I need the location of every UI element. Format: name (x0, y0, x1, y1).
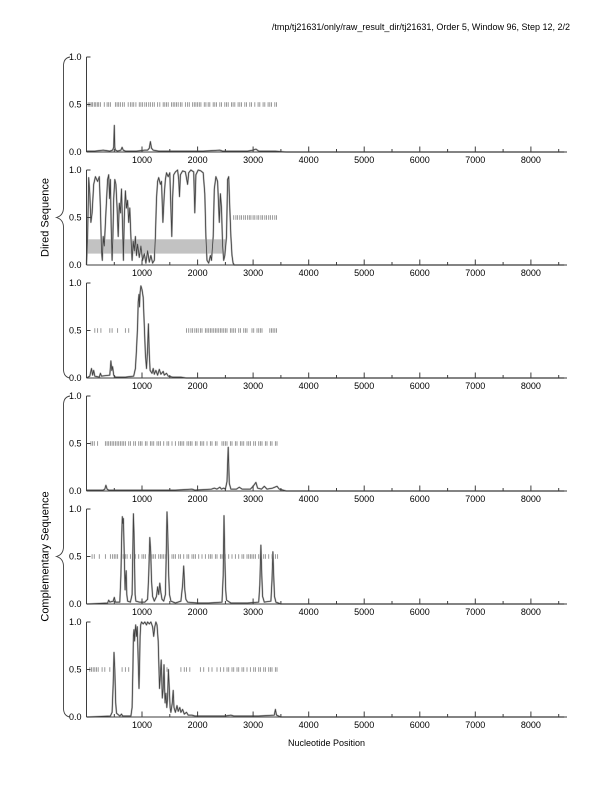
x-tick-label: 2000 (188, 720, 208, 730)
x-tick-label: 1000 (132, 720, 152, 730)
curve-halo (86, 446, 565, 492)
curve (86, 446, 565, 492)
x-tick-label: 6000 (410, 720, 430, 730)
x-tick-label: 6000 (410, 494, 430, 504)
y-tick-label: 0.5 (69, 100, 82, 110)
y-tick-label: 0.0 (69, 373, 82, 383)
x-tick-label: 3000 (243, 494, 263, 504)
y-tick-label: 0.0 (69, 486, 82, 496)
x-tick-label: 7000 (465, 720, 485, 730)
x-tick-label: 5000 (354, 607, 374, 617)
x-tick-label: 4000 (299, 494, 319, 504)
x-tick-label: 1000 (132, 607, 152, 617)
panel-dired-1: 0.0 0.5 1.0 1000 2000 3000 4000 5000 6000 7000 800… (69, 52, 567, 165)
x-tick-label: 7000 (465, 268, 485, 278)
x-tick-label: 5000 (354, 268, 374, 278)
y-tick-label: 0.5 (69, 213, 82, 223)
panel-complementary-1: 0.0 0.5 1.0 1000 2000 3000 4000 5000 6000 7000 800… (69, 391, 567, 504)
x-tick-label: 3000 (243, 155, 263, 165)
y-tick-label: 0.5 (69, 439, 82, 449)
x-tick-label: 3000 (243, 381, 263, 391)
x-tick-label: 2000 (188, 268, 208, 278)
curve-halo (86, 124, 565, 153)
x-tick-label: 2000 (188, 155, 208, 165)
curve (86, 511, 565, 605)
curve-halo (86, 284, 565, 379)
y-tick-label: 0.5 (69, 552, 82, 562)
x-tick-label: 4000 (299, 720, 319, 730)
y-tick-label: 0.5 (69, 326, 82, 336)
plot-title: /tmp/tj21631/only/raw_result_dir/tj21631… (271, 22, 570, 32)
x-tick-label: 3000 (243, 720, 263, 730)
x-tick-label: 1000 (132, 268, 152, 278)
x-tick-label: 7000 (465, 494, 485, 504)
x-tick-label: 8000 (521, 381, 541, 391)
x-tick-label: 8000 (521, 268, 541, 278)
x-tick-label: 5000 (354, 381, 374, 391)
x-tick-label: 4000 (299, 607, 319, 617)
x-tick-label: 8000 (521, 720, 541, 730)
x-tick-label: 4000 (299, 155, 319, 165)
y-tick-label: 1.0 (69, 52, 82, 62)
panel-dired-2: 0.0 0.5 1.0 1000 2000 3000 4000 5000 6000 7000 800… (69, 165, 567, 278)
y-tick-label: 0.0 (69, 712, 82, 722)
x-tick-label: 1000 (132, 494, 152, 504)
x-tick-label: 7000 (465, 381, 485, 391)
y-tick-label: 0.5 (69, 665, 82, 675)
x-tick-label: 2000 (188, 607, 208, 617)
x-tick-label: 6000 (410, 268, 430, 278)
x-tick-label: 7000 (465, 607, 485, 617)
x-tick-label: 5000 (354, 494, 374, 504)
curve (86, 125, 565, 153)
x-tick-label: 4000 (299, 381, 319, 391)
x-tick-label: 4000 (299, 268, 319, 278)
y-tick-label: 1.0 (69, 504, 82, 514)
y-tick-label: 1.0 (69, 278, 82, 288)
x-tick-label: 6000 (410, 381, 430, 391)
x-tick-label: 1000 (132, 155, 152, 165)
x-tick-label: 1000 (132, 381, 152, 391)
y-tick-label: 0.0 (69, 260, 82, 270)
x-tick-label: 3000 (243, 268, 263, 278)
x-tick-label: 7000 (465, 155, 485, 165)
x-tick-label: 3000 (243, 607, 263, 617)
x-tick-label: 2000 (188, 494, 208, 504)
y-tick-label: 1.0 (69, 617, 82, 627)
complementary-group-brace (54, 395, 71, 718)
y-tick-label: 1.0 (69, 165, 82, 175)
y-tick-label: 1.0 (69, 391, 82, 401)
curve (86, 169, 565, 266)
x-tick-label: 2000 (188, 381, 208, 391)
x-tick-label: 8000 (521, 494, 541, 504)
x-tick-label: 8000 (521, 607, 541, 617)
x-tick-label: 5000 (354, 155, 374, 165)
x-axis-title: Nucleotide Position (287, 738, 366, 748)
highlight-band (86, 239, 226, 254)
x-tick-label: 8000 (521, 155, 541, 165)
x-tick-label: 6000 (410, 155, 430, 165)
x-tick-label: 5000 (354, 720, 374, 730)
panel-complementary-3: 0.0 0.5 1.0 1000 2000 3000 4000 5000 6000 7000 800… (69, 617, 567, 730)
y-tick-label: 0.0 (69, 599, 82, 609)
panel-complementary-2: 0.0 0.5 1.0 1000 2000 3000 4000 5000 6000 7000 800… (69, 504, 567, 617)
x-tick-label: 6000 (410, 607, 430, 617)
panel-dired-3: 0.0 0.5 1.0 1000 2000 3000 4000 5000 6000 7000 800… (69, 278, 567, 391)
curve (86, 285, 565, 379)
direct-group-brace (54, 56, 71, 379)
y-tick-label: 0.0 (69, 147, 82, 157)
curve (86, 621, 565, 718)
